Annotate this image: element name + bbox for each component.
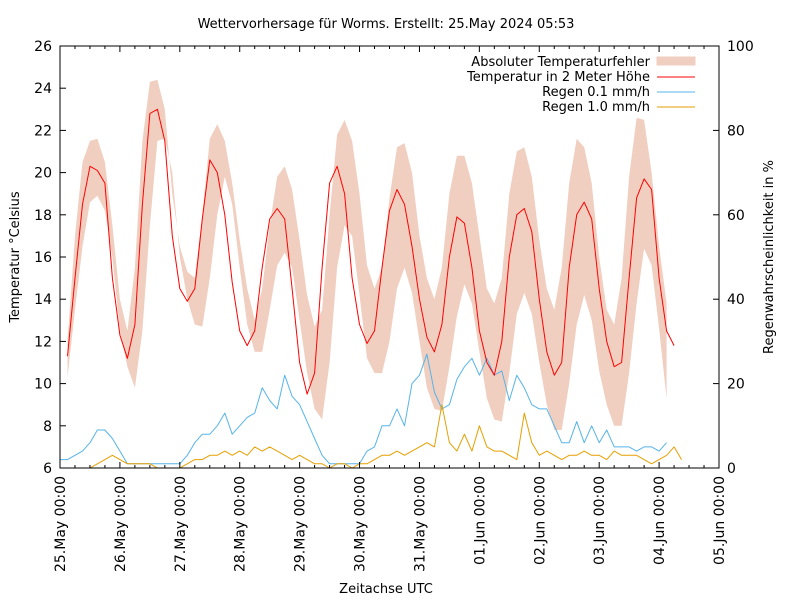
- x-tick-label: 29.May 00:00: [293, 476, 309, 572]
- y-tick-label: 6: [43, 461, 52, 477]
- x-tick-label: 25.May 00:00: [53, 476, 69, 572]
- y-tick-label: 20: [34, 166, 52, 182]
- x-tick-label: 03.Jun 00:00: [592, 476, 608, 565]
- x-tick-label: 27.May 00:00: [173, 476, 189, 572]
- y2-axis-title: Regenwahrscheinlichkeit in %: [762, 160, 777, 354]
- y-tick-label: 22: [34, 123, 52, 139]
- legend: Absoluter Temperaturfehler Temperatur in…: [466, 55, 696, 115]
- legend-label: Regen 1.0 mm/h: [542, 100, 650, 115]
- x-axis-title: Zeitachse UTC: [339, 582, 433, 597]
- x-tick-label: 04.Jun 00:00: [652, 476, 668, 565]
- x-axis-ticks: 25.May 00:00 26.May 00:00 27.May 00:00 28.M…: [53, 46, 728, 572]
- y-tick-label: 26: [34, 39, 52, 55]
- chart-title: Wettervorhersage für Worms. Erstellt: 25…: [198, 17, 575, 32]
- x-tick-label: 26.May 00:00: [113, 476, 129, 572]
- x-tick-label: 28.May 00:00: [233, 476, 249, 572]
- y-tick-label: 18: [34, 208, 52, 224]
- y-tick-label: 24: [34, 81, 52, 97]
- legend-item-rain-1-0: Regen 1.0 mm/h: [542, 100, 695, 115]
- y2-axis-ticks: 0 20 40 60 80 100: [713, 39, 754, 477]
- y-axis-ticks: 6 8 10 12 14 16 18 20 22 24 26: [34, 39, 66, 477]
- y-tick-label: 14: [34, 292, 52, 308]
- y2-tick-label: 0: [727, 461, 736, 477]
- x-tick-label: 30.May 00:00: [353, 476, 369, 572]
- legend-label: Absoluter Temperaturfehler: [471, 55, 650, 70]
- y-tick-label: 10: [34, 377, 52, 393]
- y-tick-label: 8: [43, 419, 52, 435]
- y-axis-title: Temperatur °Celsius: [8, 191, 23, 324]
- y2-tick-label: 40: [727, 292, 745, 308]
- legend-label: Regen 0.1 mm/h: [542, 85, 650, 100]
- temperature-line: [67, 108, 675, 395]
- y2-tick-label: 60: [727, 208, 745, 224]
- temperature-error-band: [67, 79, 667, 431]
- rain-0-1-line: [60, 353, 667, 465]
- y2-tick-label: 80: [727, 123, 745, 139]
- legend-label: Temperatur in 2 Meter Höhe: [466, 70, 650, 85]
- y2-tick-label: 20: [727, 377, 745, 393]
- y2-tick-label: 100: [727, 39, 754, 55]
- x-tick-label: 02.Jun 00:00: [532, 476, 548, 565]
- legend-item-temperature-error: Absoluter Temperaturfehler: [471, 55, 696, 70]
- temperature-error-band-layer: [67, 79, 667, 431]
- y-tick-label: 16: [34, 250, 52, 266]
- x-tick-label: 31.May 00:00: [413, 476, 429, 572]
- legend-swatch-band: [656, 56, 696, 66]
- x-tick-label: 01.Jun 00:00: [472, 476, 488, 565]
- legend-item-rain-0-1: Regen 0.1 mm/h: [542, 85, 695, 100]
- x-tick-label: 05.Jun 00:00: [712, 476, 728, 565]
- legend-item-temperature: Temperatur in 2 Meter Höhe: [466, 70, 695, 85]
- y-tick-label: 12: [34, 334, 52, 350]
